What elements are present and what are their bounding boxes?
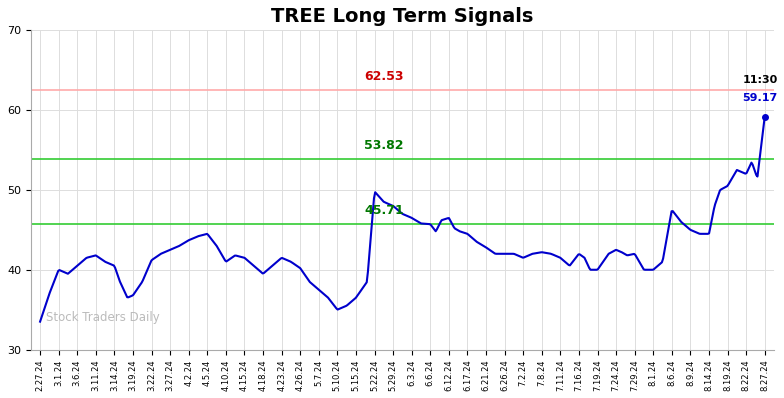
Text: 53.82: 53.82 xyxy=(364,139,404,152)
Text: Stock Traders Daily: Stock Traders Daily xyxy=(45,311,159,324)
Title: TREE Long Term Signals: TREE Long Term Signals xyxy=(271,7,534,26)
Text: 45.71: 45.71 xyxy=(364,204,404,217)
Text: 59.17: 59.17 xyxy=(742,93,778,103)
Text: 11:30: 11:30 xyxy=(742,75,778,85)
Text: 62.53: 62.53 xyxy=(364,70,404,83)
